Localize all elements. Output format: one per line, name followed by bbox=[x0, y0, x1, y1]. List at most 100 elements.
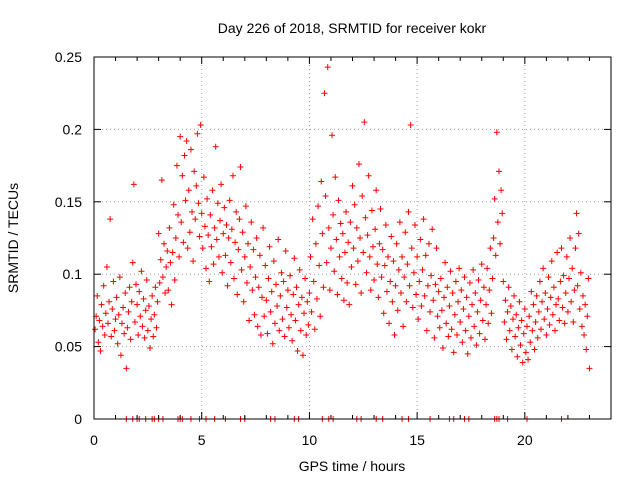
data-point bbox=[422, 252, 429, 259]
data-point bbox=[271, 320, 278, 327]
data-point bbox=[485, 320, 492, 327]
data-point bbox=[466, 279, 473, 286]
data-point bbox=[308, 308, 315, 315]
data-point bbox=[151, 311, 158, 318]
data-point bbox=[414, 253, 421, 260]
data-point bbox=[141, 334, 148, 341]
data-point bbox=[337, 220, 344, 227]
data-point bbox=[488, 310, 495, 317]
data-point bbox=[477, 297, 484, 304]
data-point bbox=[94, 292, 101, 299]
data-point bbox=[365, 172, 372, 179]
data-point bbox=[545, 274, 552, 281]
x-tick-label: 0 bbox=[90, 432, 98, 448]
data-point bbox=[192, 216, 199, 223]
data-point bbox=[536, 278, 543, 285]
data-point bbox=[214, 200, 221, 207]
y-axis-label: SRMTID / TECUs bbox=[5, 183, 21, 293]
data-point bbox=[332, 174, 339, 181]
data-point bbox=[387, 278, 394, 285]
data-point bbox=[278, 269, 285, 276]
data-point bbox=[235, 246, 242, 253]
data-point bbox=[289, 337, 296, 344]
data-point bbox=[495, 168, 502, 175]
data-point bbox=[560, 272, 567, 279]
data-point bbox=[417, 236, 424, 243]
data-point bbox=[555, 295, 562, 302]
data-point bbox=[298, 294, 305, 301]
data-point bbox=[295, 301, 302, 308]
data-point bbox=[219, 269, 226, 276]
data-point bbox=[469, 301, 476, 308]
data-point bbox=[95, 339, 102, 346]
data-point bbox=[241, 253, 248, 260]
data-point bbox=[573, 210, 580, 217]
data-point bbox=[428, 272, 435, 279]
data-point bbox=[478, 261, 485, 268]
data-point bbox=[336, 253, 343, 260]
data-point bbox=[442, 259, 449, 266]
data-point bbox=[525, 356, 532, 363]
data-point bbox=[310, 278, 317, 285]
data-point bbox=[354, 258, 361, 265]
data-point bbox=[461, 274, 468, 281]
plot-frame bbox=[93, 56, 612, 420]
data-point bbox=[586, 365, 593, 372]
data-point bbox=[330, 211, 337, 218]
data-point bbox=[255, 284, 262, 291]
axis-ticks: 0 5 10 15 20 0 0.05 0.1 0.15 0.2 0.25 bbox=[55, 49, 611, 448]
data-point bbox=[494, 219, 501, 226]
data-point bbox=[463, 294, 470, 301]
data-point bbox=[374, 261, 381, 268]
data-point bbox=[406, 282, 413, 289]
data-point bbox=[446, 303, 453, 310]
data-point bbox=[156, 279, 163, 286]
data-point bbox=[474, 308, 481, 315]
data-point bbox=[500, 278, 507, 285]
data-point bbox=[399, 253, 406, 260]
data-point bbox=[563, 253, 570, 260]
data-point bbox=[509, 316, 516, 323]
data-point bbox=[581, 332, 588, 339]
data-point bbox=[523, 323, 530, 330]
data-point bbox=[409, 304, 416, 311]
data-point bbox=[319, 230, 326, 237]
data-point bbox=[307, 253, 314, 260]
data-point bbox=[476, 330, 483, 337]
data-point bbox=[484, 265, 491, 272]
data-point bbox=[435, 288, 442, 295]
data-point bbox=[130, 181, 137, 188]
data-point bbox=[253, 235, 260, 241]
data-point bbox=[283, 304, 290, 311]
data-point bbox=[472, 290, 479, 297]
data-point bbox=[429, 226, 436, 233]
data-point bbox=[267, 308, 274, 315]
data-point bbox=[108, 333, 115, 340]
data-point bbox=[345, 239, 352, 246]
data-point bbox=[206, 278, 213, 285]
data-point bbox=[98, 301, 105, 308]
data-point bbox=[513, 311, 520, 318]
data-point bbox=[558, 245, 565, 252]
data-point bbox=[364, 232, 371, 239]
data-point bbox=[292, 317, 299, 324]
data-point bbox=[92, 326, 99, 333]
data-point bbox=[256, 252, 263, 259]
data-point bbox=[275, 236, 282, 243]
data-point bbox=[247, 263, 254, 270]
data-point bbox=[518, 317, 525, 324]
data-point bbox=[520, 330, 527, 337]
data-point bbox=[375, 294, 382, 301]
data-point bbox=[481, 336, 488, 343]
data-point bbox=[243, 279, 250, 286]
data-point bbox=[411, 221, 418, 228]
data-point bbox=[528, 288, 535, 295]
data-point bbox=[369, 243, 376, 250]
data-point bbox=[359, 193, 366, 200]
data-point bbox=[242, 203, 249, 210]
data-point bbox=[195, 200, 202, 207]
data-point bbox=[353, 224, 360, 231]
data-point bbox=[223, 221, 230, 228]
data-point bbox=[106, 298, 113, 305]
